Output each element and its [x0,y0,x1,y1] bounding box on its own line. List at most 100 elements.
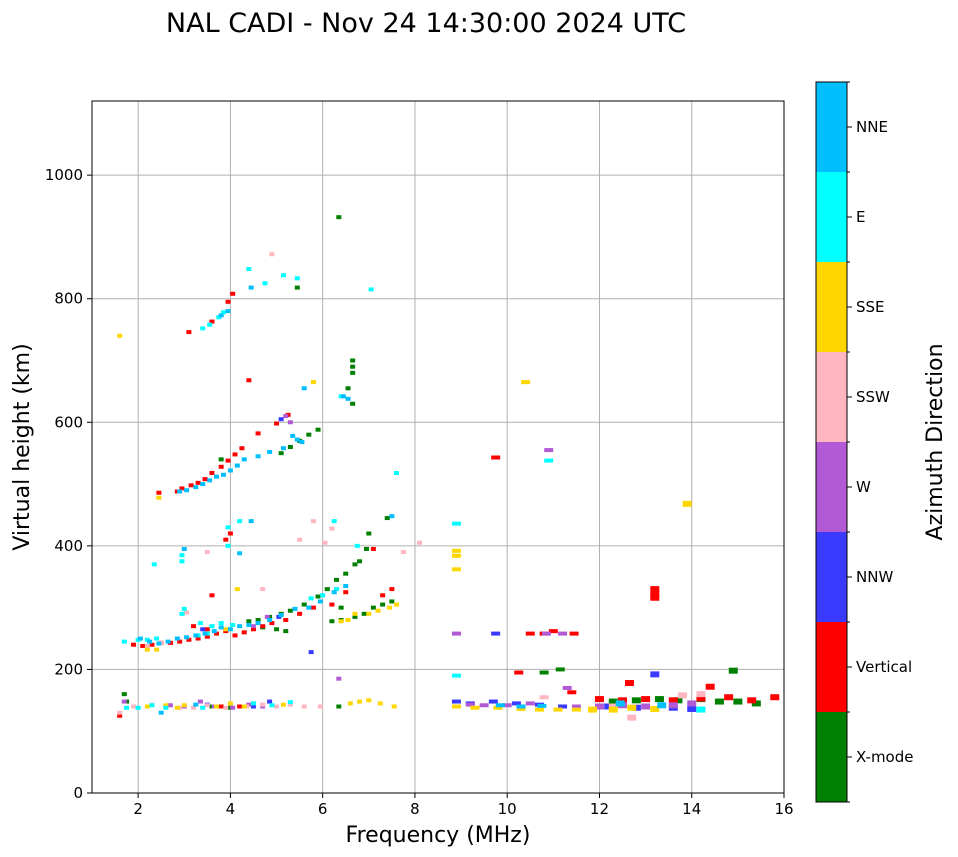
data-point [387,605,393,610]
data-point [380,593,386,598]
data-point [209,593,215,598]
data-point [144,643,150,648]
data-point [269,703,275,708]
data-point [384,516,390,521]
data-point [227,531,233,536]
data-point [451,704,461,709]
data-point [250,627,256,632]
data-point [230,622,236,627]
data-point [320,593,326,598]
data-point [594,703,604,710]
data-point [167,703,173,708]
data-point [214,704,220,709]
data-point [294,437,300,442]
data-point [350,358,356,363]
data-point [200,705,206,710]
x-axis-ticks: 2 4 6 8 10 12 14 16 [133,793,794,818]
data-point [294,276,300,281]
data-point [177,639,183,644]
data-point [135,705,141,710]
data-point [340,394,346,399]
data-point [232,452,238,457]
data-point [181,546,187,551]
data-point [234,463,240,468]
data-point [650,591,660,598]
data-point [714,698,724,705]
colorbar: X-mode Vertical NNW W SSW SSE E NNE [816,81,913,803]
data-point [338,619,344,624]
data-point [197,621,203,626]
plot-frame [91,100,785,794]
data-point [225,299,231,304]
data-point [230,291,236,296]
data-point [310,605,316,610]
data-point [682,500,692,507]
data-point [200,627,206,632]
data-point [352,562,358,567]
data-point [248,519,254,524]
data-point [334,577,340,582]
data-point [241,457,247,462]
data-point [336,676,342,681]
colorbar-tick-label: SSE [856,298,885,316]
data-point [197,699,203,704]
series-sse [117,333,692,713]
y-axis-ticks: 0 200 400 600 800 1000 [45,166,92,802]
data-point [562,685,572,690]
colorbar-segment [816,712,847,802]
data-point [154,647,160,652]
data-point [218,621,224,626]
series-ssw [117,252,706,721]
data-point [627,714,637,721]
data-point [308,650,314,655]
data-point [315,427,321,432]
data-point [361,611,367,616]
data-point [147,639,153,644]
data-point [553,707,563,712]
x-tick-label: 8 [410,800,420,818]
data-point [283,414,289,419]
data-point [544,448,554,453]
data-point [237,624,243,629]
data-point [234,587,240,592]
x-axis-label: Frequency (MHz) [346,823,531,848]
data-point [209,470,215,475]
data-point [673,697,683,704]
data-point [594,696,604,703]
data-point [280,273,286,278]
data-point [179,553,185,558]
data-point [470,705,480,710]
data-point [539,670,549,675]
data-point [343,590,349,595]
data-point [310,519,316,524]
data-point [297,611,303,616]
data-point [380,602,386,607]
data-point [151,562,157,567]
data-point [451,567,461,572]
data-point [174,636,180,641]
data-point [368,287,374,292]
data-point [163,703,169,708]
data-point [237,519,243,524]
data-point [631,697,641,704]
colorbar-segment [816,352,847,442]
data-point [121,699,127,704]
data-point [357,699,363,704]
colorbar-segment [816,172,847,262]
data-point [163,705,169,710]
data-point [283,629,289,634]
data-point [225,458,231,463]
data-point [179,486,185,491]
data-point [297,537,303,542]
data-point [193,702,199,707]
data-point [207,322,213,327]
data-point [322,540,328,545]
data-point [491,631,501,636]
data-point [451,673,461,678]
data-point [350,364,356,369]
data-point [329,619,335,624]
data-point [225,309,231,314]
data-point [618,697,628,704]
grid-lines [92,101,785,794]
data-point [347,701,353,706]
